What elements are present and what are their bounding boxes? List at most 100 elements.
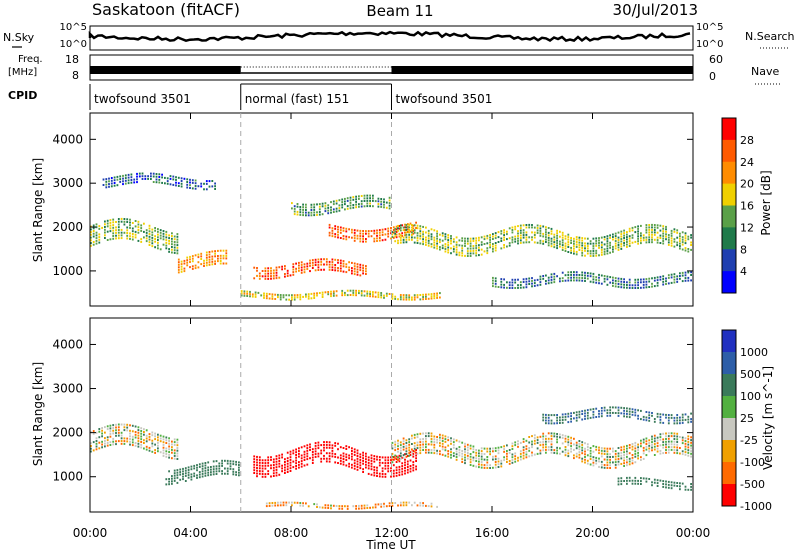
echo-cell: [578, 456, 581, 459]
echo-cell: [628, 476, 631, 479]
echo-cell: [653, 434, 656, 437]
echo-cell: [249, 295, 251, 298]
echo-cell: [123, 437, 126, 440]
echo-cell: [119, 180, 122, 183]
echo-cell: [561, 231, 564, 234]
echo-cell: [659, 444, 662, 447]
echo-cell: [313, 292, 316, 295]
echo-cell: [466, 247, 469, 250]
echo-cell: [567, 279, 570, 282]
echo-cell: [172, 175, 175, 178]
echo-cell: [194, 264, 197, 267]
echo-cell: [378, 464, 381, 467]
echo-cell: [395, 458, 398, 461]
echo-cell: [92, 224, 95, 227]
echo-cell: [631, 443, 634, 445]
echo-cell: [662, 443, 665, 446]
echo-cell: [503, 236, 505, 239]
echo-cell: [212, 460, 215, 463]
echo-cell: [90, 233, 92, 236]
echo-cell: [427, 229, 430, 232]
echo-cell: [480, 458, 483, 461]
echo-cell: [637, 284, 639, 287]
echo-cell: [637, 479, 639, 482]
echo-cell: [466, 250, 469, 253]
echo-cell: [405, 447, 408, 450]
echo-cell: [291, 298, 293, 301]
echo-cell: [614, 240, 617, 242]
echo-cell: [637, 230, 639, 233]
echo-cell: [404, 458, 406, 461]
nsearch-tick-bottom: 10^0: [696, 39, 723, 50]
echo-cell: [342, 260, 345, 263]
echo-cell: [461, 239, 464, 242]
echo-cell: [289, 464, 292, 467]
echo-cell: [137, 239, 140, 242]
echo-cell: [397, 229, 399, 232]
echo-cell: [184, 480, 187, 482]
echo-cell: [494, 463, 497, 466]
echo-cell: [600, 236, 603, 239]
echo-cell: [140, 435, 143, 438]
echo-cell: [416, 444, 419, 447]
echo-cell: [165, 455, 168, 458]
echo-cell: [154, 432, 156, 435]
echo-cell: [522, 278, 525, 281]
echo-cell: [404, 464, 406, 467]
echo-cell: [503, 283, 505, 286]
echo-cell: [427, 239, 430, 242]
echo-cell: [186, 178, 189, 181]
echo-cell: [603, 453, 606, 455]
echo-cell: [589, 458, 592, 460]
echo-cell: [267, 459, 270, 462]
echo-cell: [681, 231, 684, 234]
echo-cell: [506, 450, 508, 452]
echo-cell: [673, 451, 676, 454]
echo-cell: [292, 273, 295, 276]
echo-cell: [129, 424, 131, 427]
echo-cell: [101, 440, 103, 443]
echo-cell: [388, 196, 391, 199]
echo-cell: [684, 488, 687, 491]
echo-cell: [411, 238, 413, 241]
echo-cell: [289, 453, 292, 456]
echo-cell: [533, 236, 536, 239]
echo-cell: [419, 232, 422, 235]
echo-cell: [380, 505, 383, 508]
echo-cell: [575, 271, 578, 274]
echo-cell: [486, 247, 489, 250]
echo-cell: [564, 245, 567, 248]
echo-cell: [439, 453, 441, 456]
echo-cell: [313, 203, 316, 206]
echo-cell: [411, 504, 413, 507]
echo-cell: [673, 278, 676, 281]
echo-cell: [665, 416, 667, 419]
echo-cell: [564, 434, 567, 437]
echo-cell: [176, 438, 179, 441]
echo-cell: [494, 234, 497, 237]
echo-cell: [466, 443, 469, 446]
echo-cell: [662, 438, 665, 441]
echo-cell: [221, 464, 223, 467]
echo-cell: [667, 480, 670, 483]
echo-cell: [387, 467, 390, 470]
echo-cell: [517, 235, 519, 237]
echo-cell: [586, 443, 589, 446]
echo-cell: [547, 419, 550, 422]
echo-cell: [525, 448, 528, 450]
echo-cell: [494, 277, 497, 280]
echo-cell: [561, 241, 564, 244]
echo-cell: [575, 253, 578, 256]
echo-cell: [390, 237, 392, 240]
echo-cell: [369, 202, 371, 205]
echo-cell: [171, 440, 173, 443]
echo-cell: [221, 470, 223, 473]
echo-cell: [316, 203, 318, 206]
echo-cell: [612, 238, 614, 241]
echo-cell: [391, 447, 394, 450]
echo-cell: [289, 467, 292, 470]
echo-cell: [436, 242, 438, 245]
echo-cell: [464, 442, 466, 445]
echo-cell: [573, 237, 575, 240]
echo-cell: [126, 218, 129, 221]
